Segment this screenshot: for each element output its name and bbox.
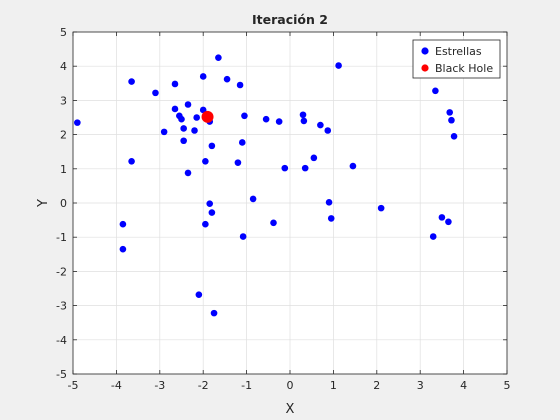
black-hole-point xyxy=(201,110,214,123)
data-points xyxy=(74,54,458,317)
star-point xyxy=(208,209,216,216)
legend-marker-estrellas xyxy=(421,47,429,55)
x-tick-label: -2 xyxy=(198,379,209,392)
tick-labels: -5 -4 -3 -2 -1 0 1 2 3 4 5 -5 -4 -3 -2 -1 0 1 2 3 4 5 xyxy=(56,26,510,392)
star-point xyxy=(238,139,246,146)
star-point xyxy=(429,233,437,240)
star-point xyxy=(128,157,135,165)
star-point xyxy=(281,164,289,172)
star-point xyxy=(275,118,283,125)
star-point xyxy=(262,115,270,123)
y-tick-label: -4 xyxy=(56,334,67,347)
star-point xyxy=(241,112,248,120)
star-point xyxy=(438,214,446,221)
y-tick-label: 4 xyxy=(60,60,67,73)
star-point xyxy=(446,109,454,116)
y-tick-label: 0 xyxy=(60,197,67,210)
chart-title: Iteración 2 xyxy=(252,12,328,27)
star-point xyxy=(377,204,385,212)
star-point xyxy=(184,169,192,177)
legend: Estrellas Black Hole xyxy=(412,39,501,79)
star-point xyxy=(171,80,179,88)
star-point xyxy=(270,219,277,227)
star-point xyxy=(450,133,458,140)
y-tick-label: -3 xyxy=(56,300,67,313)
star-point xyxy=(324,127,332,134)
x-tick-label: 5 xyxy=(504,379,511,392)
star-point xyxy=(119,220,127,228)
x-tick-label: 0 xyxy=(287,379,294,392)
star-point xyxy=(128,78,135,85)
star-point xyxy=(210,309,218,317)
star-point xyxy=(234,159,242,166)
legend-label-estrellas: Estrellas xyxy=(435,45,482,58)
y-axis-label: Y xyxy=(36,199,51,208)
star-point xyxy=(180,125,187,132)
x-axis-label: X xyxy=(286,402,295,417)
star-point xyxy=(160,128,168,136)
x-tick-label: 4 xyxy=(460,379,467,392)
star-point xyxy=(119,245,127,253)
star-point xyxy=(195,291,203,298)
x-tick-label: 2 xyxy=(373,379,380,392)
legend-marker-black-hole xyxy=(421,64,429,72)
x-tick-label: 1 xyxy=(330,379,337,392)
star-point xyxy=(432,87,439,95)
star-point xyxy=(236,81,244,89)
star-point xyxy=(191,127,198,134)
star-point xyxy=(206,200,214,207)
star-point xyxy=(180,137,187,145)
star-point xyxy=(171,105,179,113)
star-point xyxy=(300,117,308,125)
star-point xyxy=(299,111,307,119)
star-point xyxy=(223,75,231,83)
star-point xyxy=(208,142,216,150)
y-tick-label: 3 xyxy=(60,94,67,107)
star-point xyxy=(249,195,257,203)
star-point xyxy=(317,121,324,129)
y-tick-label: -1 xyxy=(56,231,67,244)
star-point xyxy=(184,101,192,108)
x-tick-label: 3 xyxy=(417,379,424,392)
star-point xyxy=(327,215,335,222)
star-point xyxy=(202,157,209,165)
y-tick-label: 5 xyxy=(60,26,67,39)
x-tick-label: -3 xyxy=(154,379,165,392)
x-tick-label: -5 xyxy=(68,379,79,392)
legend-box xyxy=(412,39,501,79)
star-point xyxy=(193,114,200,121)
y-tick-label: 1 xyxy=(60,163,67,176)
star-point xyxy=(152,89,159,97)
star-point xyxy=(325,199,333,206)
star-point xyxy=(301,164,309,172)
star-point xyxy=(74,119,81,126)
x-tick-label: -1 xyxy=(241,379,252,392)
x-tick-label: -4 xyxy=(111,379,122,392)
y-tick-label: -5 xyxy=(56,368,67,381)
star-point xyxy=(335,62,342,69)
star-point xyxy=(178,115,185,123)
star-point xyxy=(349,162,357,170)
star-point xyxy=(448,116,455,124)
star-point xyxy=(445,218,452,226)
y-tick-label: -2 xyxy=(56,265,67,278)
legend-label-black-hole: Black Hole xyxy=(435,62,493,75)
y-tick-label: 2 xyxy=(60,129,67,142)
star-point xyxy=(199,73,207,80)
ticks xyxy=(72,31,508,375)
star-point xyxy=(202,220,209,228)
star-point xyxy=(239,233,247,240)
star-point xyxy=(215,54,222,61)
star-point xyxy=(310,154,318,162)
